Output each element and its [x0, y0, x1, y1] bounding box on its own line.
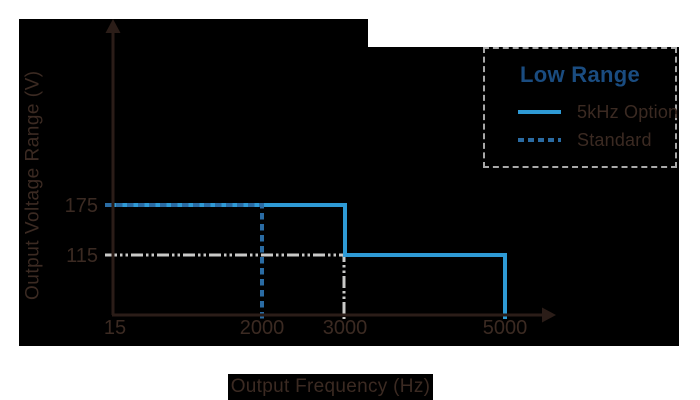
x-tick-label-5000: 5000 — [482, 317, 528, 339]
y-tick-label-175: 175 — [64, 195, 98, 217]
y-tick-label-115: 115 — [66, 245, 98, 267]
legend-box: Low Range 5kHz Option Standard — [483, 47, 678, 168]
x-tick-label-3000: 3000 — [322, 317, 368, 339]
legend-item-standard: Standard — [518, 130, 652, 150]
x-tick-label-15: 15 — [103, 317, 127, 339]
dashed-line-swatch-icon — [518, 138, 561, 142]
legend-item-label: 5kHz Option — [577, 101, 679, 122]
chart-panel-top-band — [19, 19, 368, 48]
solid-line-swatch-icon — [518, 110, 561, 114]
legend-title: Low Range — [520, 62, 641, 87]
x-axis-title: Output Frequency (Hz) — [230, 376, 431, 397]
legend-item-label: Standard — [577, 129, 652, 150]
x-tick-label-2000: 2000 — [239, 317, 285, 339]
x-axis-title-backdrop: Output Frequency (Hz) — [228, 374, 433, 400]
legend-item-5khz-option: 5kHz Option — [518, 102, 678, 122]
y-axis-title: Output Voltage Range (V) — [22, 70, 44, 300]
